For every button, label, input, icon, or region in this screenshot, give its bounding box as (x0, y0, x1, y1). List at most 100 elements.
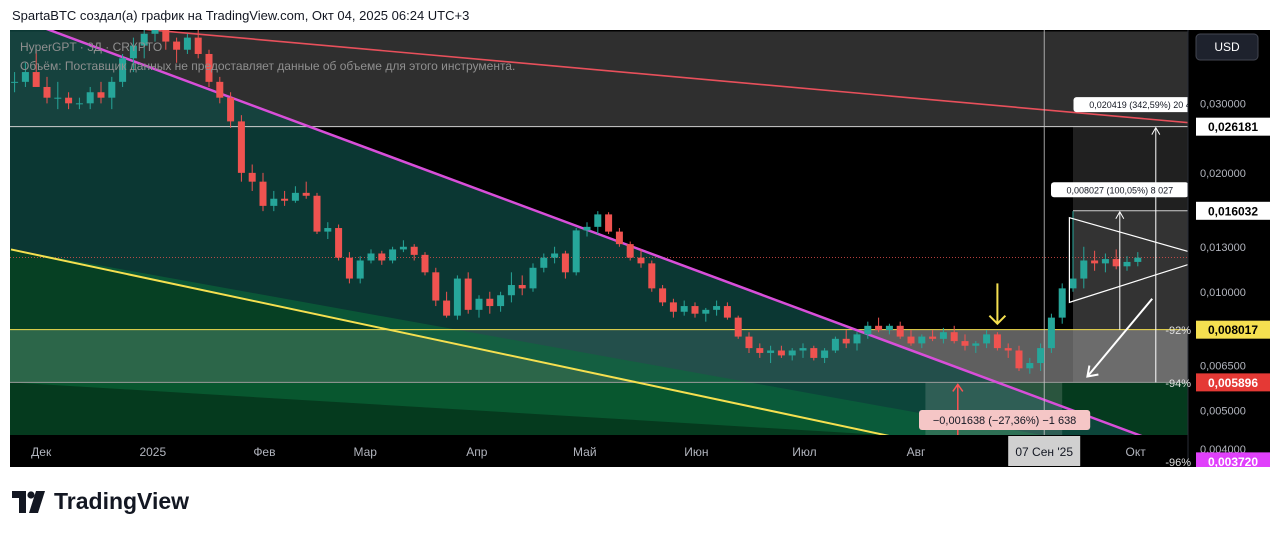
target-arrow (1086, 298, 1153, 378)
x-tick-label: Июл (792, 445, 816, 459)
candle-body (389, 249, 397, 261)
candle-body (659, 288, 667, 303)
measure-label-drawdown: −0,001638 (−27,36%) −1 638 (933, 415, 1076, 427)
candle-body (842, 338, 850, 344)
candle-body (853, 334, 861, 344)
x-tick-label: Май (573, 445, 597, 459)
candle-body (907, 336, 915, 344)
candle-body (345, 257, 353, 279)
y-tick-label: 0,005000 (1200, 406, 1246, 418)
candle-body (1123, 261, 1131, 267)
chart-area[interactable]: 0,020419 (342,59%) 20 419 0,008027 (100,0… (10, 30, 1270, 467)
percent-level-label: -96% (1165, 457, 1191, 467)
candle-body (1047, 317, 1055, 349)
candle-body (561, 253, 569, 273)
tradingview-logo-icon (12, 490, 45, 513)
candle-body (497, 295, 505, 307)
yellow-arrowhead (988, 315, 1007, 326)
candle-body (713, 306, 721, 310)
candle-body (756, 348, 764, 353)
candle-body (745, 336, 753, 349)
symbol-legend: HyperGPT · 3Д · CRYPTO (20, 40, 163, 54)
projection-box-large (1073, 126, 1210, 383)
candle-body (464, 278, 472, 310)
x-tick-label: Апр (466, 445, 488, 459)
candle-body (32, 72, 40, 87)
x-tick-label: Дек (31, 445, 52, 459)
candle-body (734, 317, 742, 337)
x-tick-label: Фев (253, 445, 275, 459)
y-tick-label: 0,030000 (1200, 98, 1246, 110)
candle-body (1080, 260, 1088, 279)
price-badge-label: 0,005896 (1208, 376, 1258, 390)
candle-body (972, 343, 980, 346)
wedge-resistance-line (45, 30, 1211, 463)
candle-body (108, 81, 116, 98)
tradingview-brand[interactable]: TradingView (12, 488, 189, 515)
candle-body (594, 214, 602, 227)
target-arrowhead (1086, 365, 1099, 378)
candle-body (723, 306, 731, 318)
candle-body (1112, 259, 1120, 267)
candle-body (831, 338, 839, 351)
candle-body (432, 272, 440, 301)
candle-body (183, 37, 191, 50)
tradingview-wordmark: TradingView (54, 488, 190, 514)
candle-body (216, 81, 224, 98)
candle-body (410, 246, 418, 255)
candle-body (583, 226, 591, 231)
measure-arrowhead-large (1151, 126, 1161, 135)
price-badge-box (1196, 452, 1270, 467)
candle-body (551, 253, 559, 258)
candle-body (324, 228, 332, 232)
candle-body (1101, 259, 1109, 264)
measure-label-drawdown-box (919, 410, 1091, 430)
price-badge-box (1196, 373, 1270, 392)
candle-body (993, 334, 1001, 349)
measure-label-small: 0,008027 (100,05%) 8 027 (1067, 185, 1174, 195)
candle-body (1069, 278, 1077, 289)
candle-body (119, 58, 127, 82)
volume-note: Объём: Поставщик данных не предоставляет… (20, 59, 516, 73)
candle-body (875, 325, 883, 331)
candle-body (1026, 363, 1034, 369)
candle-body (475, 298, 483, 310)
candle-body (421, 254, 429, 273)
y-axis-band (1188, 30, 1270, 467)
x-tick-label: Июн (684, 445, 708, 459)
candle-body (1058, 288, 1066, 318)
candle-body (572, 230, 580, 273)
y-tick-label: 0,006500 (1200, 361, 1246, 373)
x-tick-label: Окт (1125, 445, 1146, 459)
x-tick-label: 2025 (139, 445, 166, 459)
projection-box-small (1073, 210, 1192, 330)
candle-body (529, 267, 537, 289)
candle-body (1015, 350, 1023, 369)
percent-level-label: -92% (1165, 325, 1191, 337)
candle-body (65, 97, 73, 104)
candle-body (151, 30, 159, 34)
candle-body (378, 253, 386, 261)
candle-body (767, 350, 775, 353)
candle-body (86, 92, 94, 104)
candle-body (507, 285, 515, 296)
candle-body (443, 300, 451, 316)
candle-body (1091, 260, 1099, 264)
crosshair-date-label: 07 Сен '25 (1015, 445, 1073, 459)
candle-body (399, 246, 407, 250)
candle-body (799, 348, 807, 351)
measure-label-small-box (1051, 182, 1189, 198)
candle-body (453, 278, 461, 316)
price-badge-box (1196, 320, 1270, 339)
candle-body (313, 195, 321, 232)
chart-canvas[interactable]: 0,020419 (342,59%) 20 419 0,008027 (100,0… (10, 30, 1270, 467)
candle-body (810, 348, 818, 358)
candle-body (75, 103, 83, 105)
candle-body (194, 37, 202, 54)
candle-body (356, 260, 364, 279)
candle-body (821, 350, 829, 358)
candle-body (1037, 348, 1045, 364)
candle-body (367, 253, 375, 261)
y-tick-label: 0,020000 (1200, 168, 1246, 180)
candle-body (518, 285, 526, 289)
